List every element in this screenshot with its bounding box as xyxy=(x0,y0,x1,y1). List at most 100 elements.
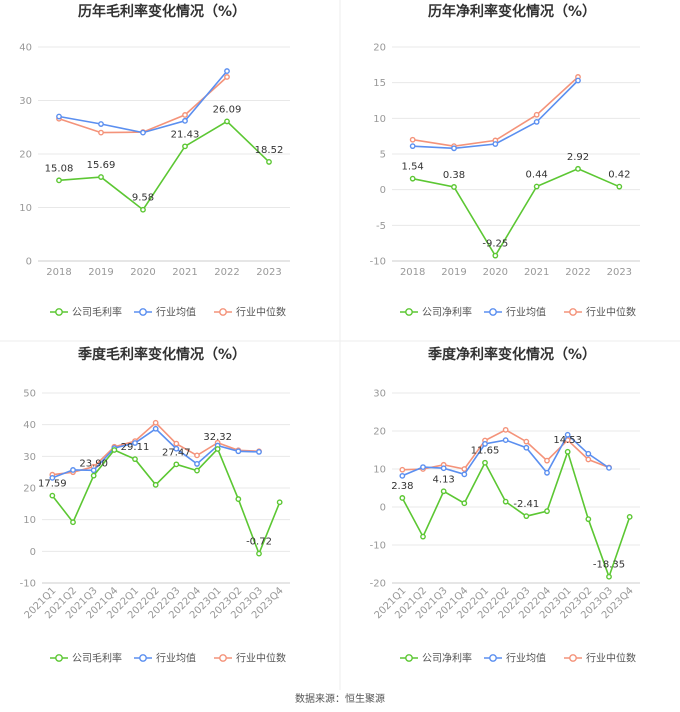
series-company xyxy=(56,118,272,213)
legend-marker xyxy=(219,308,227,316)
legend-label: 行业均值 xyxy=(156,652,196,665)
legend-label: 行业中位数 xyxy=(586,652,636,665)
data-label: 11.65 xyxy=(471,446,500,457)
series-line-company xyxy=(51,447,281,556)
legend-label: 行业中位数 xyxy=(236,306,286,319)
legend-marker xyxy=(219,654,227,662)
data-point xyxy=(111,447,118,453)
data-point xyxy=(523,444,530,451)
chart-title: 季度净利率变化情况（%） xyxy=(427,346,596,363)
data-label: 9.58 xyxy=(132,193,154,204)
legend-marker xyxy=(405,308,413,316)
legend: 公司毛利率 行业均值 行业中位数 xyxy=(50,306,286,319)
x-tick-label: 2021 xyxy=(524,267,549,278)
data-point xyxy=(606,573,612,580)
data-point xyxy=(256,448,262,455)
series-company xyxy=(49,446,283,557)
x-tick-label: 2022 xyxy=(214,267,239,278)
data-label: 29.11 xyxy=(121,442,150,453)
data-point xyxy=(502,498,509,505)
data-label: 32.32 xyxy=(203,432,232,443)
data-point xyxy=(194,452,200,459)
legend-marker xyxy=(405,654,413,662)
y-tick-label: -10 xyxy=(20,579,36,590)
data-point xyxy=(575,77,581,84)
y-tick-label: -5 xyxy=(376,221,386,232)
y-tick-label: 40 xyxy=(19,43,32,54)
legend-item-industry-avg: 行业均值 xyxy=(484,306,546,319)
data-point xyxy=(575,165,581,172)
chart-panel-3: 季度毛利率变化情况（%）-10010203040502021Q12021Q220… xyxy=(20,346,290,665)
legend-label: 公司净利率 xyxy=(422,306,472,319)
data-label: 2.92 xyxy=(567,152,589,163)
data-point xyxy=(502,437,509,444)
series-industry-avg xyxy=(409,77,581,152)
data-point xyxy=(482,441,488,447)
data-label: 17.59 xyxy=(38,479,67,490)
data-point xyxy=(616,183,623,190)
legend-label: 行业均值 xyxy=(506,652,546,665)
y-tick-label: -10 xyxy=(370,257,386,268)
data-point xyxy=(502,426,509,433)
legend-item-company: 公司毛利率 xyxy=(50,652,122,665)
data-point xyxy=(173,440,180,447)
data-point xyxy=(451,145,457,152)
legend-item-company: 公司净利率 xyxy=(400,652,472,665)
data-point xyxy=(90,467,97,474)
legend-label: 行业中位数 xyxy=(236,652,286,665)
data-label: 0.44 xyxy=(526,170,548,181)
data-point xyxy=(70,519,76,526)
data-point xyxy=(544,457,550,464)
y-tick-label: -10 xyxy=(370,541,386,552)
legend-marker xyxy=(55,654,63,662)
data-label: 2.38 xyxy=(391,481,413,492)
y-tick-label: 10 xyxy=(373,465,386,476)
data-point xyxy=(461,500,468,507)
data-point xyxy=(140,206,146,213)
x-tick-label: 2021 xyxy=(172,267,197,278)
y-tick-label: 20 xyxy=(373,427,386,438)
data-label: -2.41 xyxy=(513,499,539,510)
series-industry-median xyxy=(409,74,581,150)
legend-label: 公司毛利率 xyxy=(72,306,122,319)
x-tick-label: 2019 xyxy=(88,267,113,278)
series-industry-avg xyxy=(49,425,262,481)
data-label: 23.90 xyxy=(79,459,108,470)
series-line-industry-median xyxy=(412,76,579,148)
data-point xyxy=(224,74,230,80)
data-point xyxy=(482,459,488,466)
data-point xyxy=(98,121,104,127)
data-point xyxy=(224,118,230,125)
data-point xyxy=(49,474,56,481)
data-point xyxy=(132,456,138,463)
legend-label: 行业中位数 xyxy=(586,306,636,319)
legend-item-industry-avg: 行业均值 xyxy=(134,652,196,665)
series-line-industry-avg xyxy=(58,70,228,134)
series-line-company xyxy=(412,167,620,258)
data-point xyxy=(256,550,262,557)
data-label: 26.09 xyxy=(213,104,242,115)
data-point xyxy=(409,143,416,150)
data-source-note: 数据来源：恒生聚源 xyxy=(295,694,385,705)
data-point xyxy=(235,496,242,502)
series-industry-avg xyxy=(56,68,230,136)
data-point xyxy=(461,466,468,472)
data-point xyxy=(440,465,447,472)
data-point xyxy=(173,461,180,468)
legend-marker xyxy=(489,654,497,662)
chart-title: 历年净利率变化情况（%） xyxy=(428,3,596,20)
legend-label: 公司净利率 xyxy=(422,652,472,665)
legend-item-industry-median: 行业中位数 xyxy=(564,306,636,319)
series-industry-avg xyxy=(399,431,612,479)
legend-marker xyxy=(55,308,63,316)
data-point xyxy=(276,499,283,506)
y-tick-label: 20 xyxy=(19,150,32,161)
data-point xyxy=(182,117,188,124)
legend: 公司净利率 行业均值 行业中位数 xyxy=(400,652,636,665)
data-point xyxy=(533,119,540,125)
data-point xyxy=(56,177,62,184)
legend-item-industry-median: 行业中位数 xyxy=(214,306,286,319)
data-point xyxy=(440,488,447,495)
x-tick-label: 2020 xyxy=(130,267,155,278)
series-company xyxy=(409,165,623,259)
